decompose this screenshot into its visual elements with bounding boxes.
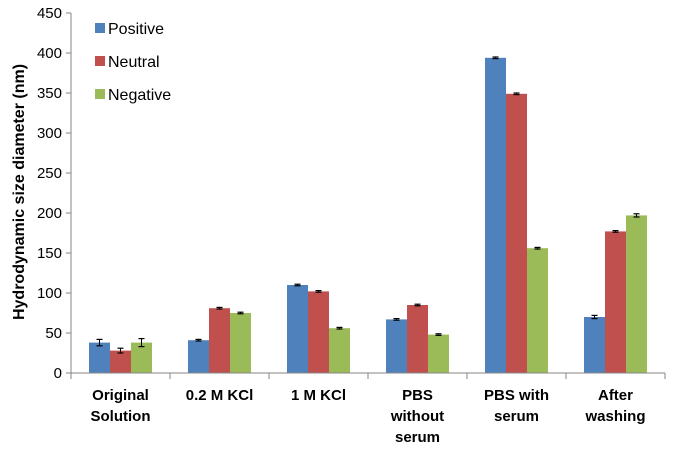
bar-positive-2 — [287, 285, 308, 373]
y-tick-label: 450 — [37, 5, 62, 22]
bars-group — [89, 57, 647, 374]
bar-neutral-4 — [506, 93, 527, 374]
bar-neutral-3 — [407, 305, 428, 373]
x-category-label: Original Solution — [91, 387, 151, 425]
y-tick-label: 150 — [37, 245, 62, 262]
error-bar — [612, 230, 619, 233]
bar-positive-3 — [386, 319, 407, 373]
axes-group — [70, 13, 666, 379]
legend-label-neutral: Neutral — [108, 54, 160, 71]
error-bar — [315, 290, 322, 293]
bar-neutral-2 — [308, 291, 329, 373]
x-category-label: PBS without serum — [390, 387, 444, 446]
legend: Positive Neutral Negative — [95, 21, 171, 104]
y-tick-label: 50 — [45, 325, 62, 342]
error-bar — [117, 347, 124, 354]
bar-positive-4 — [485, 57, 506, 374]
y-axis-ticks: 0 50 100 150 200 250 300 350 400 450 — [37, 5, 71, 382]
error-bar — [294, 283, 301, 287]
y-tick-label: 300 — [37, 125, 62, 142]
legend-swatch-positive — [95, 23, 105, 33]
error-bar — [534, 246, 541, 250]
error-bar — [633, 213, 640, 218]
error-bar — [96, 338, 103, 347]
error-bar — [513, 92, 520, 96]
y-tick-label: 400 — [37, 45, 62, 62]
legend-swatch-negative — [95, 89, 105, 99]
x-category-label: 1 M KCl — [291, 387, 346, 404]
bar-negative-2 — [329, 328, 350, 373]
x-category-label: 0.2 M KCl — [186, 387, 254, 404]
error-bar — [336, 326, 343, 330]
bar-negative-5 — [626, 215, 647, 373]
x-category-label: After washing — [584, 387, 645, 425]
error-bar — [216, 306, 223, 310]
error-bar — [195, 338, 202, 342]
error-bars-group — [96, 56, 640, 354]
x-category-label: PBS with serum — [484, 387, 549, 425]
bar-neutral-5 — [605, 231, 626, 373]
legend-swatch-neutral — [95, 56, 105, 66]
y-axis-label: Hydrodynamic size diameter (nm) — [11, 64, 28, 320]
bar-negative-3 — [428, 334, 449, 373]
error-bar — [435, 333, 442, 336]
error-bar — [492, 56, 499, 60]
y-tick-label: 200 — [37, 205, 62, 222]
y-tick-label: 0 — [54, 365, 62, 382]
y-tick-label: 100 — [37, 285, 62, 302]
error-bar — [393, 318, 400, 321]
bar-negative-4 — [527, 248, 548, 373]
bar-neutral-1 — [209, 308, 230, 373]
error-bar — [414, 303, 421, 307]
bar-neutral-0 — [110, 350, 131, 373]
bar-negative-0 — [131, 342, 152, 373]
y-axis-label-group: Hydrodynamic size diameter (nm) — [11, 64, 28, 320]
bar-positive-0 — [89, 342, 110, 373]
y-tick-label: 250 — [37, 165, 62, 182]
bar-positive-5 — [584, 317, 605, 373]
error-bar — [591, 314, 598, 320]
bar-positive-1 — [188, 340, 209, 373]
legend-label-positive: Positive — [108, 21, 164, 38]
y-tick-label: 350 — [37, 85, 62, 102]
x-axis-categories: Original Solution 0.2 M KCl 1 M KCl PBS witho… — [91, 387, 646, 446]
error-bar — [138, 338, 145, 348]
legend-label-negative: Negative — [108, 87, 171, 104]
bar-negative-1 — [230, 313, 251, 373]
error-bar — [237, 311, 244, 315]
